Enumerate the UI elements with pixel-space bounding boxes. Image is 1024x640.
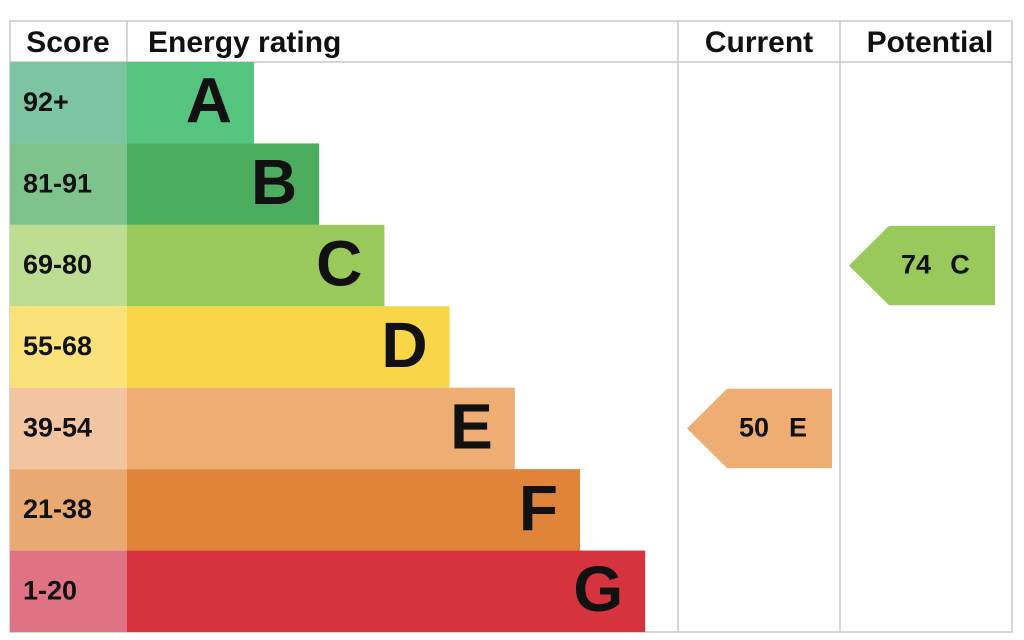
band-bar: [127, 143, 320, 225]
rating-arrow: [849, 225, 995, 306]
band-letter: G: [573, 553, 623, 625]
rating-arrow: [687, 388, 832, 469]
header: Score: [26, 26, 109, 59]
score-cell: [10, 224, 127, 307]
band-letter: F: [519, 472, 558, 544]
score-label: 92+: [23, 87, 69, 117]
band-letter: B: [251, 146, 297, 218]
band-bar: [127, 306, 450, 388]
rating-value: 74: [901, 250, 931, 280]
score-label: 81-91: [23, 168, 92, 198]
score-label: 1-20: [23, 575, 77, 605]
rating-value: 50: [739, 413, 769, 443]
band-bar: [127, 469, 580, 551]
score-cell: [10, 550, 127, 632]
score-cell: [10, 387, 127, 470]
score-label: 39-54: [23, 413, 92, 443]
band-bar: [127, 62, 254, 144]
rating-letter: C: [950, 250, 970, 280]
band-bar: [127, 387, 515, 470]
band-letter: C: [316, 227, 362, 299]
score-cell: [10, 143, 127, 225]
header: Current: [705, 26, 813, 59]
rating-letter: E: [789, 413, 807, 443]
band-letter: A: [186, 65, 232, 137]
band-letter: E: [450, 390, 493, 462]
band-bar: [127, 224, 385, 307]
header: Potential: [867, 26, 994, 59]
score-cell: [10, 306, 127, 388]
band-bar: [127, 550, 646, 632]
score-label: 21-38: [23, 494, 92, 524]
band-letter: D: [381, 309, 427, 381]
score-cell: [10, 469, 127, 551]
header: Energy rating: [148, 26, 341, 59]
score-label: 69-80: [23, 250, 92, 280]
score-label: 55-68: [23, 331, 92, 361]
score-cell: [10, 62, 127, 144]
